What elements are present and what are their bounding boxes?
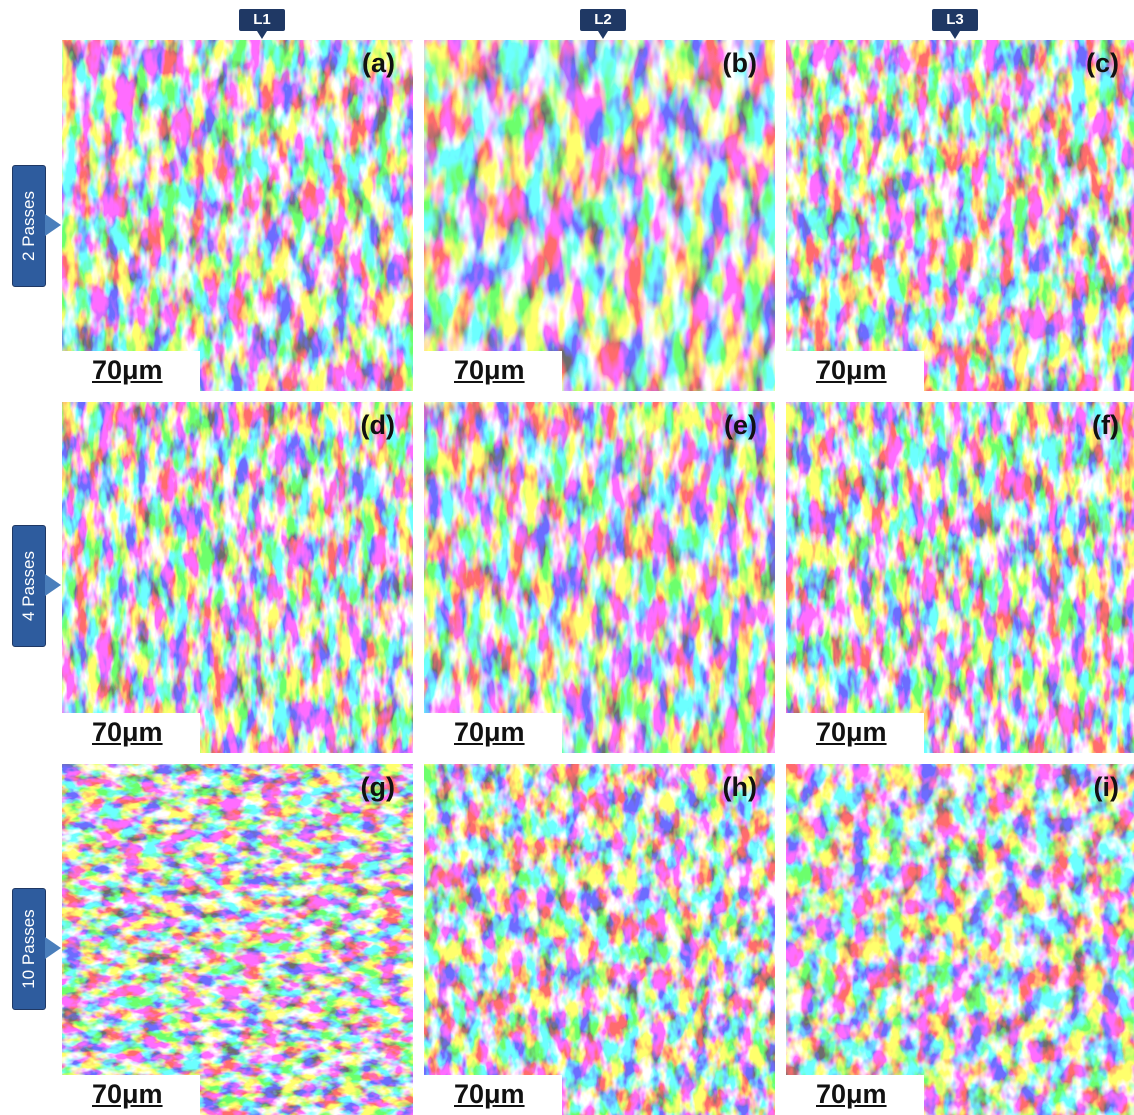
scale-bar-label: 70μm bbox=[92, 717, 163, 748]
scale-bar-label: 70μm bbox=[454, 355, 525, 386]
orientation-map bbox=[786, 764, 1134, 1115]
ebsd-map: (d) 70μm bbox=[62, 402, 413, 753]
orientation-map bbox=[62, 764, 413, 1115]
scale-bar: 70μm bbox=[62, 713, 200, 753]
ebsd-map: (i) 70μm bbox=[786, 764, 1134, 1115]
orientation-map bbox=[424, 40, 775, 391]
scale-bar: 70μm bbox=[62, 351, 200, 391]
panel-label: (b) bbox=[723, 48, 757, 79]
grain-texture bbox=[786, 40, 1134, 391]
orientation-map bbox=[786, 402, 1134, 753]
orientation-map bbox=[62, 402, 413, 753]
grain-texture bbox=[62, 402, 413, 753]
grain-texture bbox=[62, 764, 413, 1115]
ebsd-map: (h) 70μm bbox=[424, 764, 775, 1115]
row-label: 2 Passes bbox=[19, 191, 39, 261]
ebsd-map: (a) 70μm bbox=[62, 40, 413, 391]
row-label: 10 Passes bbox=[19, 909, 39, 988]
grain-texture bbox=[62, 40, 413, 391]
ebsd-map: (g) 70μm bbox=[62, 764, 413, 1115]
scale-bar: 70μm bbox=[62, 1075, 200, 1115]
scale-bar: 70μm bbox=[786, 713, 924, 753]
orientation-map bbox=[62, 40, 413, 391]
scale-bar-label: 70μm bbox=[816, 1079, 887, 1110]
ebsd-map: (f) 70μm bbox=[786, 402, 1134, 753]
orientation-map bbox=[424, 764, 775, 1115]
column-tag: L2 bbox=[580, 9, 626, 31]
panel-label: (c) bbox=[1086, 48, 1119, 79]
orientation-map bbox=[786, 40, 1134, 391]
panel-label: (g) bbox=[361, 772, 395, 803]
ebsd-map: (b) 70μm bbox=[424, 40, 775, 391]
panel-label: (h) bbox=[723, 772, 757, 803]
column-tag: L1 bbox=[239, 9, 285, 31]
panel-label: (e) bbox=[724, 410, 757, 441]
scale-bar-label: 70μm bbox=[816, 717, 887, 748]
scale-bar-label: 70μm bbox=[454, 717, 525, 748]
orientation-map bbox=[424, 402, 775, 753]
grain-texture bbox=[786, 764, 1134, 1115]
panel-label: (i) bbox=[1094, 772, 1119, 803]
scale-bar-label: 70μm bbox=[92, 355, 163, 386]
row-tag: 2 Passes bbox=[12, 165, 46, 287]
ebsd-map: (e) 70μm bbox=[424, 402, 775, 753]
scale-bar: 70μm bbox=[424, 713, 562, 753]
panel-label: (a) bbox=[362, 48, 395, 79]
panel-label: (d) bbox=[361, 410, 395, 441]
scale-bar-label: 70μm bbox=[816, 355, 887, 386]
grain-texture bbox=[424, 402, 775, 753]
panel-label: (f) bbox=[1092, 410, 1119, 441]
ebsd-map: (c) 70μm bbox=[786, 40, 1134, 391]
scale-bar: 70μm bbox=[424, 1075, 562, 1115]
scale-bar: 70μm bbox=[786, 1075, 924, 1115]
row-tag: 4 Passes bbox=[12, 525, 46, 647]
figure: L1L2L32 Passes4 Passes10 Passes(a)70μm(b… bbox=[0, 0, 1134, 1114]
scale-bar: 70μm bbox=[786, 351, 924, 391]
row-label: 4 Passes bbox=[19, 551, 39, 621]
column-tag: L3 bbox=[932, 9, 978, 31]
grain-texture bbox=[786, 402, 1134, 753]
scale-bar: 70μm bbox=[424, 351, 562, 391]
scale-bar-label: 70μm bbox=[454, 1079, 525, 1110]
grain-texture bbox=[424, 40, 775, 391]
row-tag: 10 Passes bbox=[12, 888, 46, 1010]
scale-bar-label: 70μm bbox=[92, 1079, 163, 1110]
grain-texture bbox=[424, 764, 775, 1115]
